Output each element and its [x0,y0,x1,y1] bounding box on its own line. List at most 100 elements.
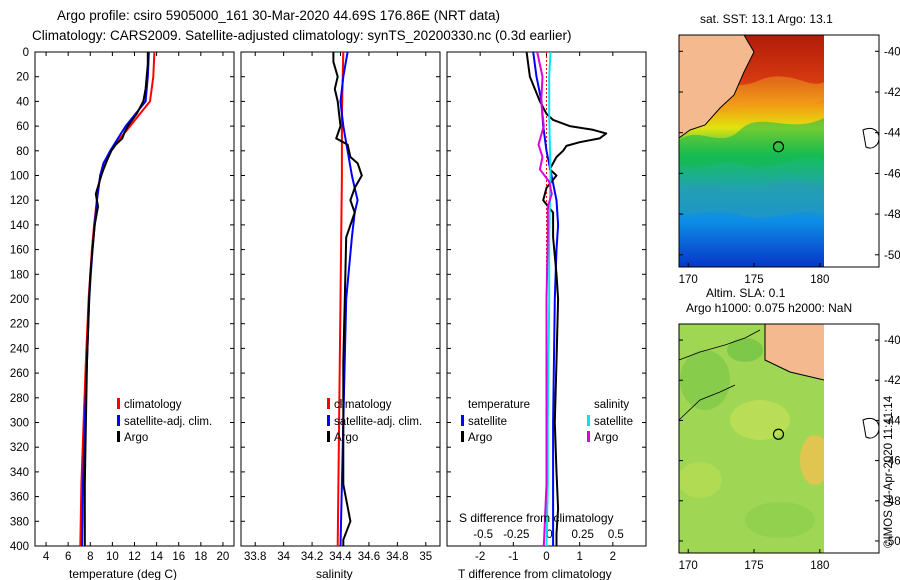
lat-tick-label: -50 [884,536,900,548]
sst-map [678,34,880,268]
lon-tick-label: 170 [679,560,698,572]
legend-t-argo: Argo [468,432,492,444]
sst-coastline [678,34,755,139]
depth-tick-label: 260 [10,368,29,380]
x-tick-label: 16 [172,551,185,563]
depth-tick-label: 240 [10,343,29,355]
sla-map [678,323,880,554]
lat-tick-label: -50 [884,250,900,262]
depth-axis: 0 20 40 60 80 100 120 140 160 180 200 220 240 260 280 3… [10,47,646,553]
depth-tick-label: 80 [16,146,29,158]
depth-tick-label: 180 [10,269,29,281]
s-diff-tick-label: 0.5 [608,529,624,541]
lat-tick-label: -46 [884,456,900,468]
legend-swatch-t-argo [461,431,464,442]
series-line-climatology [79,51,156,547]
legend-satellite-adj: satellite-adj. clim. [124,416,212,428]
depth-tick-label: 280 [10,393,29,405]
depth-tick-label: 100 [10,171,29,183]
legend-swatch-t-satellite [461,415,464,426]
series-line-satellite-adj-clim- [81,51,150,547]
x-tick-label: 14 [150,551,163,563]
x-tick-label: 34.6 [358,551,380,563]
x-tick-label: 0 [543,551,549,563]
sla-coastline [764,324,825,381]
sla-contour [678,329,761,361]
legend-argo: Argo [334,432,358,444]
x-tick-label: 35 [419,551,432,563]
legend-swatch-satellite [327,415,330,426]
sla-argo-position [772,428,785,440]
lon-tick-label: 180 [810,560,829,572]
temperature-plot: 4 6 8 10 12 14 16 18 20 [43,51,230,563]
depth-tick-label: 20 [16,72,29,84]
x-tick-label: 33.8 [244,551,266,563]
temperature-panel [34,51,235,547]
x-tick-label: 4 [43,551,50,563]
s-diff-tick-label: 0.25 [571,529,593,541]
lon-tick-label: 180 [810,274,829,286]
depth-tick-label: 60 [16,121,29,133]
sla-frame [678,323,880,554]
sst-frame [678,34,880,268]
legend-t-satellite: satellite [468,416,507,428]
depth-tick-label: 40 [16,96,29,108]
difference-plot: -2 -1 0 1 2 -0.5 -0.25 0 0.25 0.5 [473,51,624,563]
depth-tick-label: 380 [10,516,29,528]
lat-tick-label: -42 [884,87,900,99]
x-tick-label: 34.2 [301,551,323,563]
x-tick-label: 34.4 [329,551,352,563]
series-line-temperature-argo [525,51,608,546]
legend-salinity-head: salinity [594,399,629,411]
legend-climatology: climatology [124,399,182,411]
legend-swatch-argo [117,431,120,442]
salinity-legend: climatology satellite-adj. clim. Argo [327,398,422,444]
legend-swatch-climatology [327,398,330,409]
x-tick-label: 10 [106,551,119,563]
salinity-plot: 33.8 34 34.2 34.4 34.6 34.8 35 [244,51,432,563]
lon-tick-label: 175 [744,274,763,286]
legend-temperature-head: temperature [468,399,530,411]
x-tick-label: 2 [610,551,616,563]
sla-land [765,324,824,380]
temperature-xlabel: temperature (deg C) [69,567,177,580]
sst-argo-position [772,141,785,153]
sst-land [679,35,754,138]
legend-swatch-s-satellite [587,415,590,426]
sst-nodata [824,35,879,267]
x-tick-label: 20 [217,551,230,563]
series-line-argo [83,52,149,546]
depth-tick-label: 140 [10,220,29,232]
series-line-salinity-argo [536,51,553,547]
s-diff-tick-label: -0.5 [473,529,493,541]
t-diff-xlabel: T difference from climatology [458,567,612,580]
depth-tick-label: 220 [10,319,29,331]
salinity-xlabel: salinity [316,567,353,580]
s-diff-tick-label: -0.25 [503,529,529,541]
lon-tick-label: 170 [679,274,698,286]
sla-map-title: Altim. SLA: 0.1 [706,286,786,300]
depth-tick-label: 340 [10,467,29,479]
x-tick-label: 6 [65,551,71,563]
legend-satellite-adj: satellite-adj. clim. [334,416,422,428]
lon-tick-label: 175 [744,560,763,572]
legend-swatch-satellite [117,415,120,426]
sst-map-title: sat. SST: 13.1 Argo: 13.1 [700,12,833,26]
x-tick-label: 34.8 [386,551,408,563]
legend-swatch-climatology [117,398,120,409]
depth-tick-label: 300 [10,418,29,430]
sla-map-subtitle: Argo h1000: 0.075 h2000: NaN [686,301,852,315]
series-line-climatology [336,51,345,547]
legend-swatch-argo [327,431,330,442]
x-tick-label: 18 [194,551,207,563]
title-line-2: Climatology: CARS2009. Satellite-adjuste… [32,28,572,43]
x-tick-label: 34 [277,551,290,563]
depth-tick-label: 360 [10,492,29,504]
lat-tick-label: -48 [884,209,900,221]
depth-tick-label: 400 [10,541,29,553]
sla-texture [679,338,824,538]
lat-tick-label: -44 [884,415,900,427]
legend-argo: Argo [124,432,148,444]
